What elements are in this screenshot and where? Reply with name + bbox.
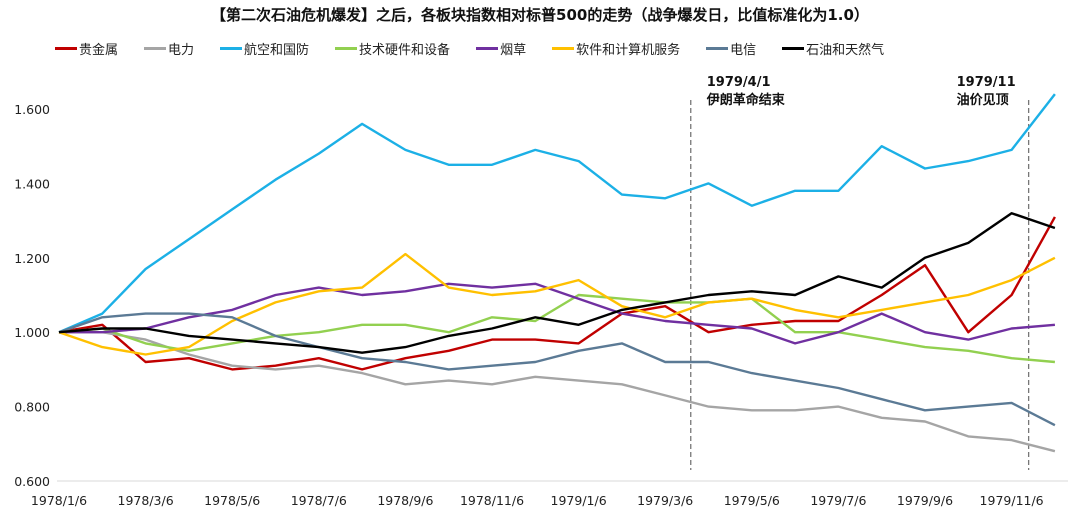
legend-swatch bbox=[706, 47, 729, 50]
y-tick-label: 1.600 bbox=[14, 102, 50, 117]
legend-item: 软件和计算机服务 bbox=[552, 39, 680, 58]
legend-label: 贵金属 bbox=[79, 43, 119, 58]
x-tick-label: 1979/9/6 bbox=[897, 493, 953, 508]
series-line-4 bbox=[58, 293, 1056, 364]
x-tick-label: 1978/3/6 bbox=[118, 493, 174, 508]
legend-swatch bbox=[220, 47, 243, 50]
legend-swatch bbox=[144, 47, 167, 50]
legend-label: 电信 bbox=[730, 43, 757, 58]
legend-label: 电力 bbox=[168, 43, 195, 58]
legend-label: 软件和计算机服务 bbox=[576, 43, 681, 58]
x-tick-label: 1979/3/6 bbox=[637, 493, 693, 508]
y-tick-label: 1.000 bbox=[14, 325, 50, 340]
annotation-label: 油价见顶 bbox=[957, 92, 1009, 108]
series-line-7 bbox=[58, 312, 1056, 427]
x-tick-label: 1978/9/6 bbox=[377, 493, 433, 508]
chart-title: 【第二次石油危机爆发】之后，各板块指数相对标普500的走势（战争爆发日，比值标准… bbox=[211, 6, 869, 24]
legend-label: 技术硬件和设备 bbox=[359, 43, 451, 58]
series-line-8 bbox=[58, 211, 1056, 354]
legend-swatch bbox=[335, 47, 358, 50]
x-tick-label: 1978/5/6 bbox=[204, 493, 260, 508]
legend-swatch bbox=[476, 47, 499, 50]
legend-swatch bbox=[552, 47, 575, 50]
legend-item: 技术硬件和设备 bbox=[335, 39, 450, 58]
legend-item: 航空和国防 bbox=[220, 39, 309, 58]
legend-item: 石油和天然气 bbox=[782, 39, 884, 58]
x-tick-label: 1979/7/6 bbox=[810, 493, 866, 508]
legend-item: 电信 bbox=[706, 39, 756, 58]
legend-swatch bbox=[55, 47, 77, 50]
series-line-3 bbox=[58, 93, 1056, 334]
annotation-date: 1979/4/1 bbox=[707, 75, 771, 90]
legend-label: 航空和国防 bbox=[244, 43, 310, 58]
legend: 贵金属 电力 航空和国防 技术硬件和设备 烟草 软件和计算机服务 电信 石油和天然气 bbox=[55, 39, 910, 58]
legend-item: 烟草 bbox=[476, 39, 526, 58]
series-line-2 bbox=[59, 331, 1056, 453]
x-tick-label: 1978/11/6 bbox=[460, 493, 524, 508]
y-tick-label: 0.800 bbox=[14, 400, 50, 415]
legend-item: 贵金属 bbox=[55, 39, 118, 58]
x-tick-label: 1979/11/6 bbox=[980, 493, 1044, 508]
x-tick-label: 1979/5/6 bbox=[724, 493, 780, 508]
series-line-6 bbox=[58, 252, 1056, 356]
x-tick-label: 1978/1/6 bbox=[31, 493, 87, 508]
annotation-label: 伊朗革命结束 bbox=[706, 92, 786, 108]
x-tick-label: 1978/7/6 bbox=[291, 493, 347, 508]
x-tick-label: 1979/1/6 bbox=[551, 493, 607, 508]
series-line-5 bbox=[59, 282, 1056, 345]
annotation-date: 1979/11 bbox=[957, 75, 1016, 90]
legend-swatch bbox=[782, 47, 805, 50]
y-tick-label: 1.400 bbox=[14, 176, 50, 191]
legend-label: 烟草 bbox=[500, 43, 527, 58]
legend-item: 电力 bbox=[144, 39, 194, 58]
y-tick-label: 1.200 bbox=[14, 251, 50, 266]
legend-label: 石油和天然气 bbox=[806, 43, 885, 58]
series-line-1 bbox=[58, 216, 1056, 371]
y-tick-label: 0.600 bbox=[14, 474, 50, 489]
